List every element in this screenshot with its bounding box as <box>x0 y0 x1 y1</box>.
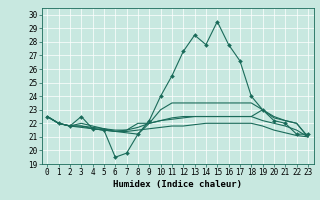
X-axis label: Humidex (Indice chaleur): Humidex (Indice chaleur) <box>113 180 242 189</box>
